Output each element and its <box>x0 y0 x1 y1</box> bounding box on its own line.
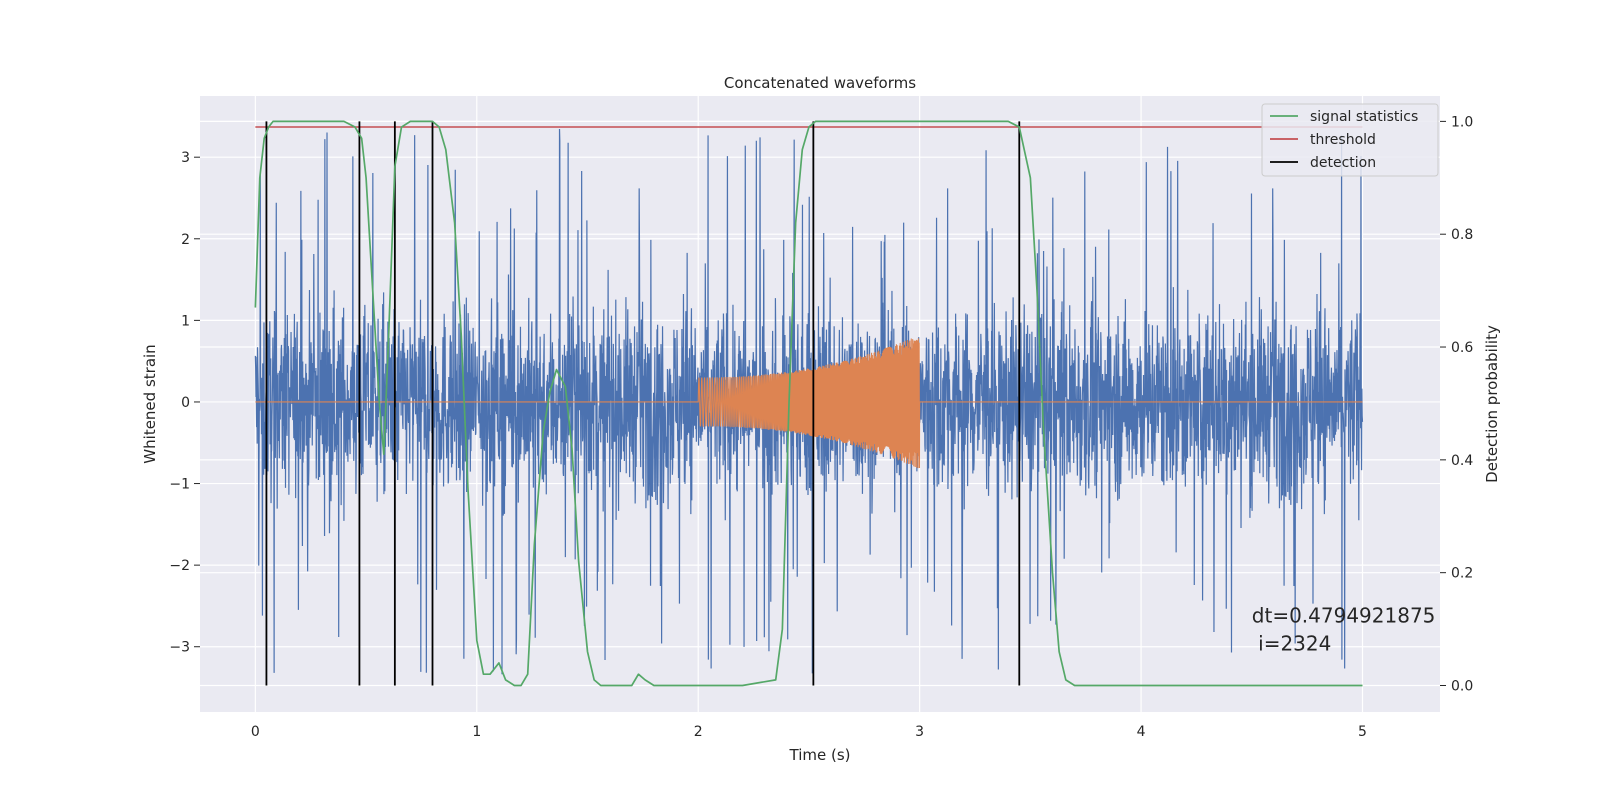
y-tick-label: 1 <box>181 313 190 329</box>
legend-label-threshold: threshold <box>1310 132 1376 148</box>
strain-line <box>254 128 1364 675</box>
y-tick-label: −1 <box>169 477 190 493</box>
y-tick-label: −3 <box>169 640 190 656</box>
x-axis: 0 1 2 3 4 5 <box>251 724 1367 740</box>
x-axis-label: Time (s) <box>789 746 851 764</box>
detection-lines <box>265 121 1021 686</box>
legend-label-detection: detection <box>1310 155 1376 171</box>
y-tick-label: −2 <box>169 558 190 574</box>
y-axis-right: 0.0 0.2 0.4 0.6 0.8 1.0 <box>1440 114 1473 694</box>
legend-label-signal-statistics: signal statistics <box>1310 109 1418 125</box>
y-axis-left: −3 −2 −1 0 1 2 3 <box>169 150 200 656</box>
strain-series <box>254 128 1364 675</box>
y-axis-label: Whitened strain <box>141 344 159 463</box>
y-tick-label: 2 <box>181 232 190 248</box>
x-tick-label: 3 <box>915 724 924 740</box>
x-tick-label: 4 <box>1137 724 1146 740</box>
legend-box <box>1261 103 1439 177</box>
x-tick-label: 2 <box>694 724 703 740</box>
chart-title: Concatenated waveforms <box>724 74 916 92</box>
y-tick-label: 3 <box>181 150 190 166</box>
signal-statistics-line <box>254 120 1363 687</box>
y2-axis-label: Detection probability <box>1483 325 1501 483</box>
y2-tick-label: 0.0 <box>1451 678 1473 694</box>
y2-tick-label: 0.8 <box>1451 227 1473 243</box>
y-tick-label: 0 <box>181 395 190 411</box>
x-tick-label: 5 <box>1358 724 1367 740</box>
x-tick-label: 0 <box>251 724 260 740</box>
y2-tick-label: 0.2 <box>1451 566 1473 582</box>
annotation-index: i=2324 <box>1252 631 1332 655</box>
annotation-dt: dt=0.4794921875 <box>1252 603 1436 627</box>
y2-tick-label: 1.0 <box>1451 114 1473 130</box>
y2-tick-label: 0.4 <box>1451 453 1473 469</box>
x-tick-label: 1 <box>472 724 481 740</box>
injection-series <box>255 338 1363 469</box>
y2-tick-label: 0.6 <box>1451 340 1473 356</box>
injection-line <box>255 338 1363 469</box>
legend: signal statistics threshold detection <box>1261 103 1439 177</box>
